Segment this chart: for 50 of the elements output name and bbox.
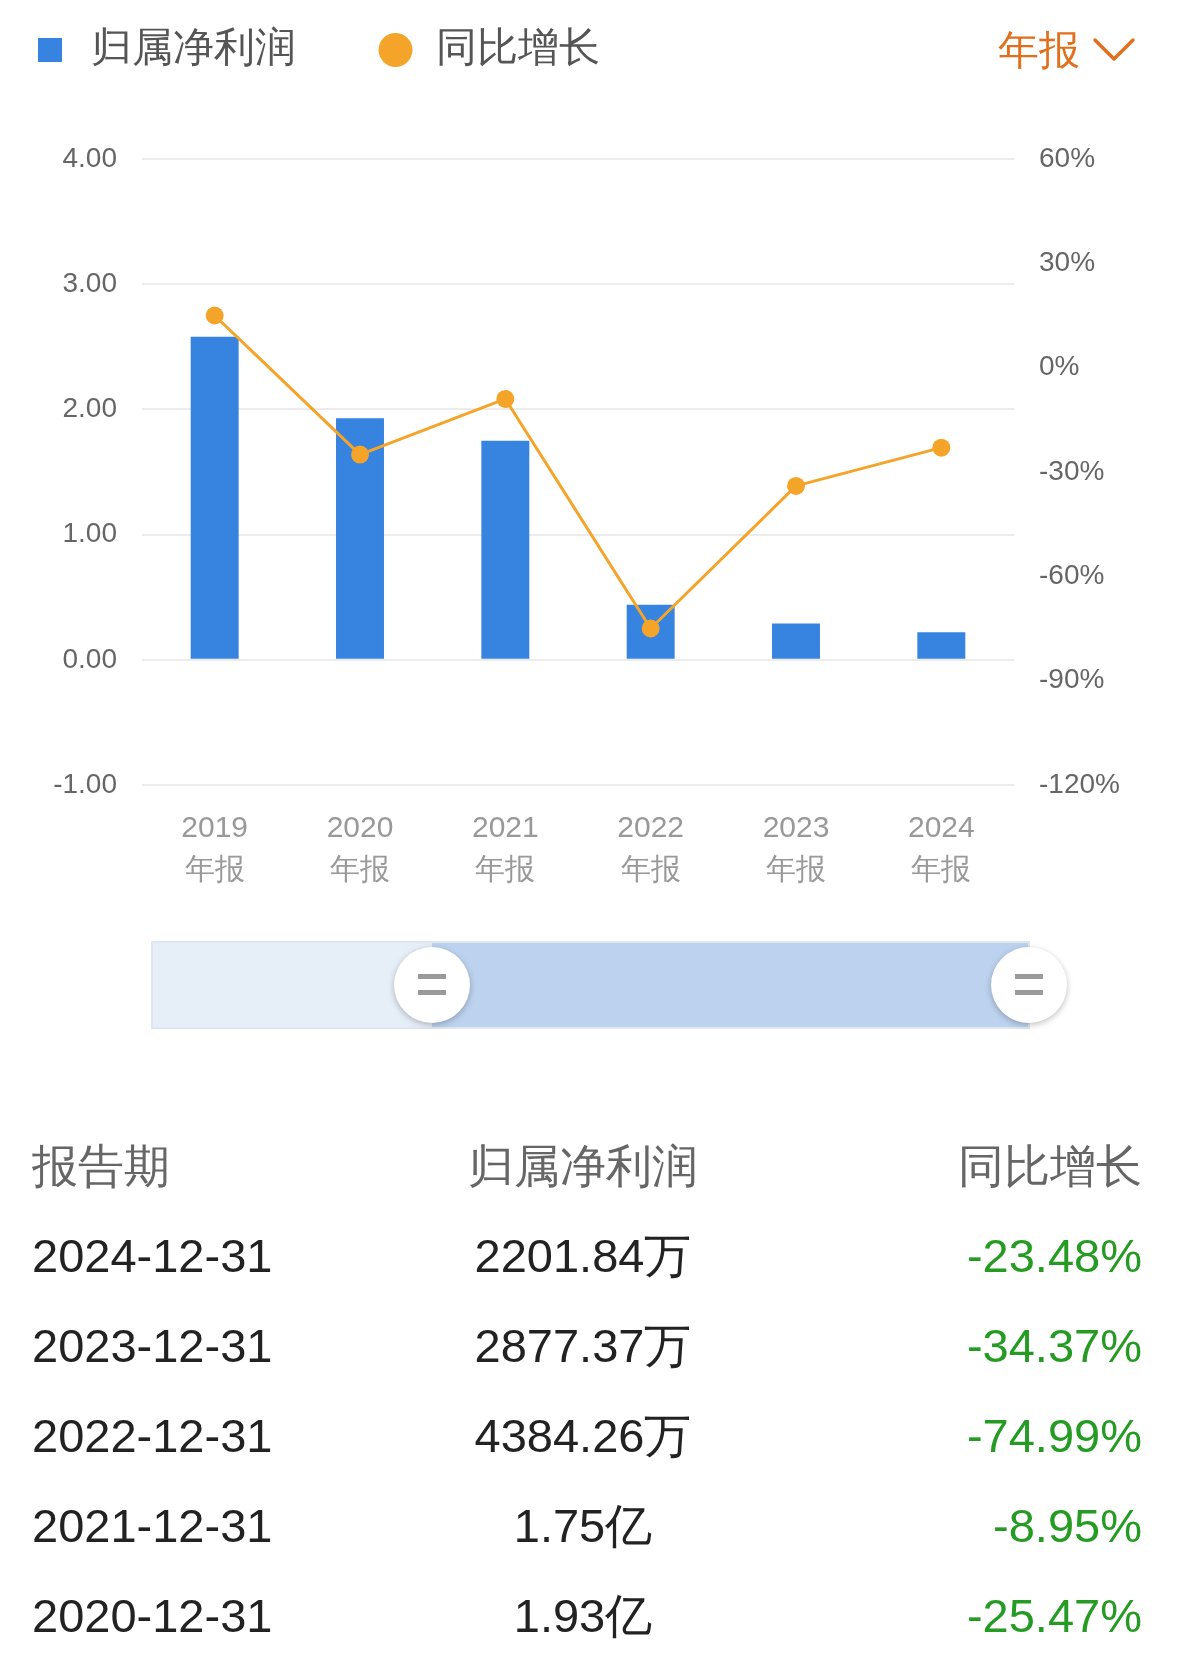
y-tick-label: 0.00 [62, 642, 117, 674]
x-tick-label: 2023 年报 [762, 810, 830, 886]
y2-tick-label: -30% [1039, 454, 1105, 486]
text: 2877.37万 [473, 1318, 693, 1374]
legend-label: 归属净利润 [90, 24, 296, 71]
bar [336, 418, 384, 659]
y-tick-label: 2.00 [62, 392, 117, 424]
y2-tick-label: 30% [1039, 246, 1096, 278]
x-tick-label: 2020 年报 [326, 810, 394, 886]
legend-label: 同比增长 [436, 24, 600, 71]
text: 归属净利润 [468, 1140, 698, 1192]
y2-tick-label: 0% [1039, 350, 1080, 382]
point [787, 476, 805, 495]
x-tick-label: 2022 年报 [617, 810, 685, 886]
text: 2022-12-31 [32, 1408, 273, 1464]
bar [772, 623, 820, 659]
bar [481, 440, 530, 659]
text: -25.47% [966, 1588, 1142, 1644]
point [351, 445, 369, 464]
text: 报告期 [32, 1139, 170, 1194]
text: 1.93亿 [512, 1588, 654, 1644]
y2-tick-label: -60% [1039, 559, 1105, 591]
text: 年报 [998, 27, 1080, 73]
text: 4384.26万 [473, 1408, 693, 1464]
y2-tick-label: -90% [1039, 663, 1105, 695]
point [932, 438, 951, 457]
text: 2023-12-31 [32, 1318, 273, 1374]
text: 1.75亿 [512, 1498, 654, 1554]
y-tick-label: 4.00 [62, 141, 117, 173]
text: 同比增长 [958, 1140, 1142, 1192]
point [496, 389, 515, 408]
text: 2201.84万 [473, 1228, 693, 1284]
y2-tick-label: -120% [1039, 767, 1120, 799]
bar [190, 336, 239, 659]
text: -74.99% [966, 1408, 1142, 1464]
text: -8.95% [993, 1498, 1142, 1554]
y-tick-label: -1.00 [53, 767, 117, 799]
bar [917, 632, 966, 659]
text: 2024-12-31 [32, 1228, 273, 1284]
y-tick-label: 1.00 [62, 517, 117, 549]
point [205, 306, 224, 325]
text: -34.37% [966, 1318, 1142, 1374]
x-tick-label: 2024 年报 [907, 810, 975, 886]
x-tick-label: 2019 年报 [181, 810, 249, 886]
y2-tick-label: 60% [1039, 141, 1096, 173]
text: -23.48% [966, 1228, 1142, 1284]
text: 2020-12-31 [32, 1588, 273, 1644]
text: 2021-12-31 [32, 1498, 273, 1554]
x-tick-label: 2021 年报 [471, 810, 539, 886]
y-tick-label: 3.00 [62, 266, 117, 298]
